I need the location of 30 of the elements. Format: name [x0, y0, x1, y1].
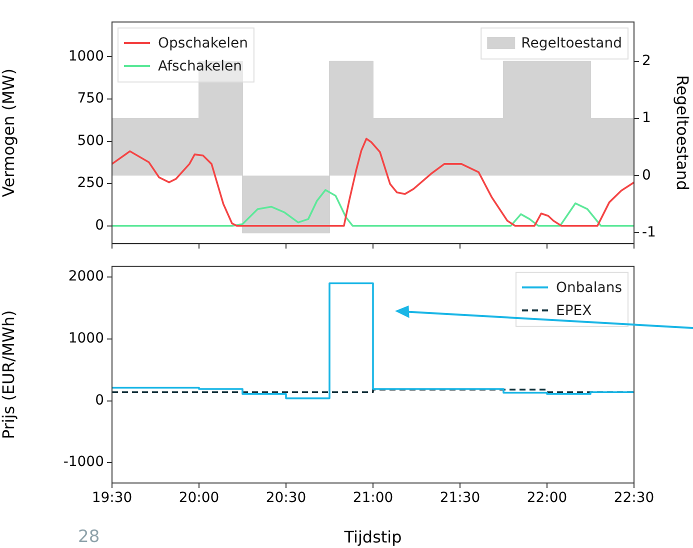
y2-tick-label: 1	[642, 110, 651, 126]
x-tick-label: 22:30	[614, 490, 654, 506]
legend-label: Regeltoestand	[521, 36, 622, 52]
y-tick-label: 1000	[68, 48, 104, 64]
x-tick-label: 21:30	[440, 490, 480, 506]
y-tick-label: 750	[77, 90, 104, 107]
y-axis-title: Prijs (EUR/MWh)	[0, 310, 18, 440]
y2-tick-label: 2	[642, 53, 651, 70]
legend-label: Opschakelen	[158, 36, 248, 52]
x-tick-label: 20:00	[178, 490, 220, 506]
y2-tick-label: 0	[642, 167, 651, 184]
y-tick-label: 0	[95, 392, 104, 408]
x-tick-label: 21:00	[352, 490, 394, 506]
legend-label: Afschakelen	[158, 58, 242, 75]
legend-label: EPEX	[556, 303, 592, 320]
x-tick-label: 20:30	[266, 490, 306, 506]
y2-tick-label: -1	[642, 224, 656, 240]
legend-label: Onbalans	[556, 280, 622, 296]
x-tick-label: 22:00	[526, 490, 568, 506]
y-axis-title: Vermogen (MW)	[0, 68, 18, 198]
x-tick-label: 19:30	[92, 490, 132, 506]
y-tick-label: 500	[77, 132, 104, 149]
y-tick-label: 1000	[68, 330, 104, 347]
y-tick-label: -1000	[63, 454, 104, 470]
y-tick-label: 250	[77, 175, 104, 192]
y-tick-label: 2000	[68, 268, 104, 285]
text: 28	[78, 527, 100, 547]
y-tick-label: 0	[95, 217, 104, 234]
x-axis-title: Tijdstip	[343, 528, 402, 547]
y2-axis-title: Regeltoestand	[673, 75, 692, 190]
